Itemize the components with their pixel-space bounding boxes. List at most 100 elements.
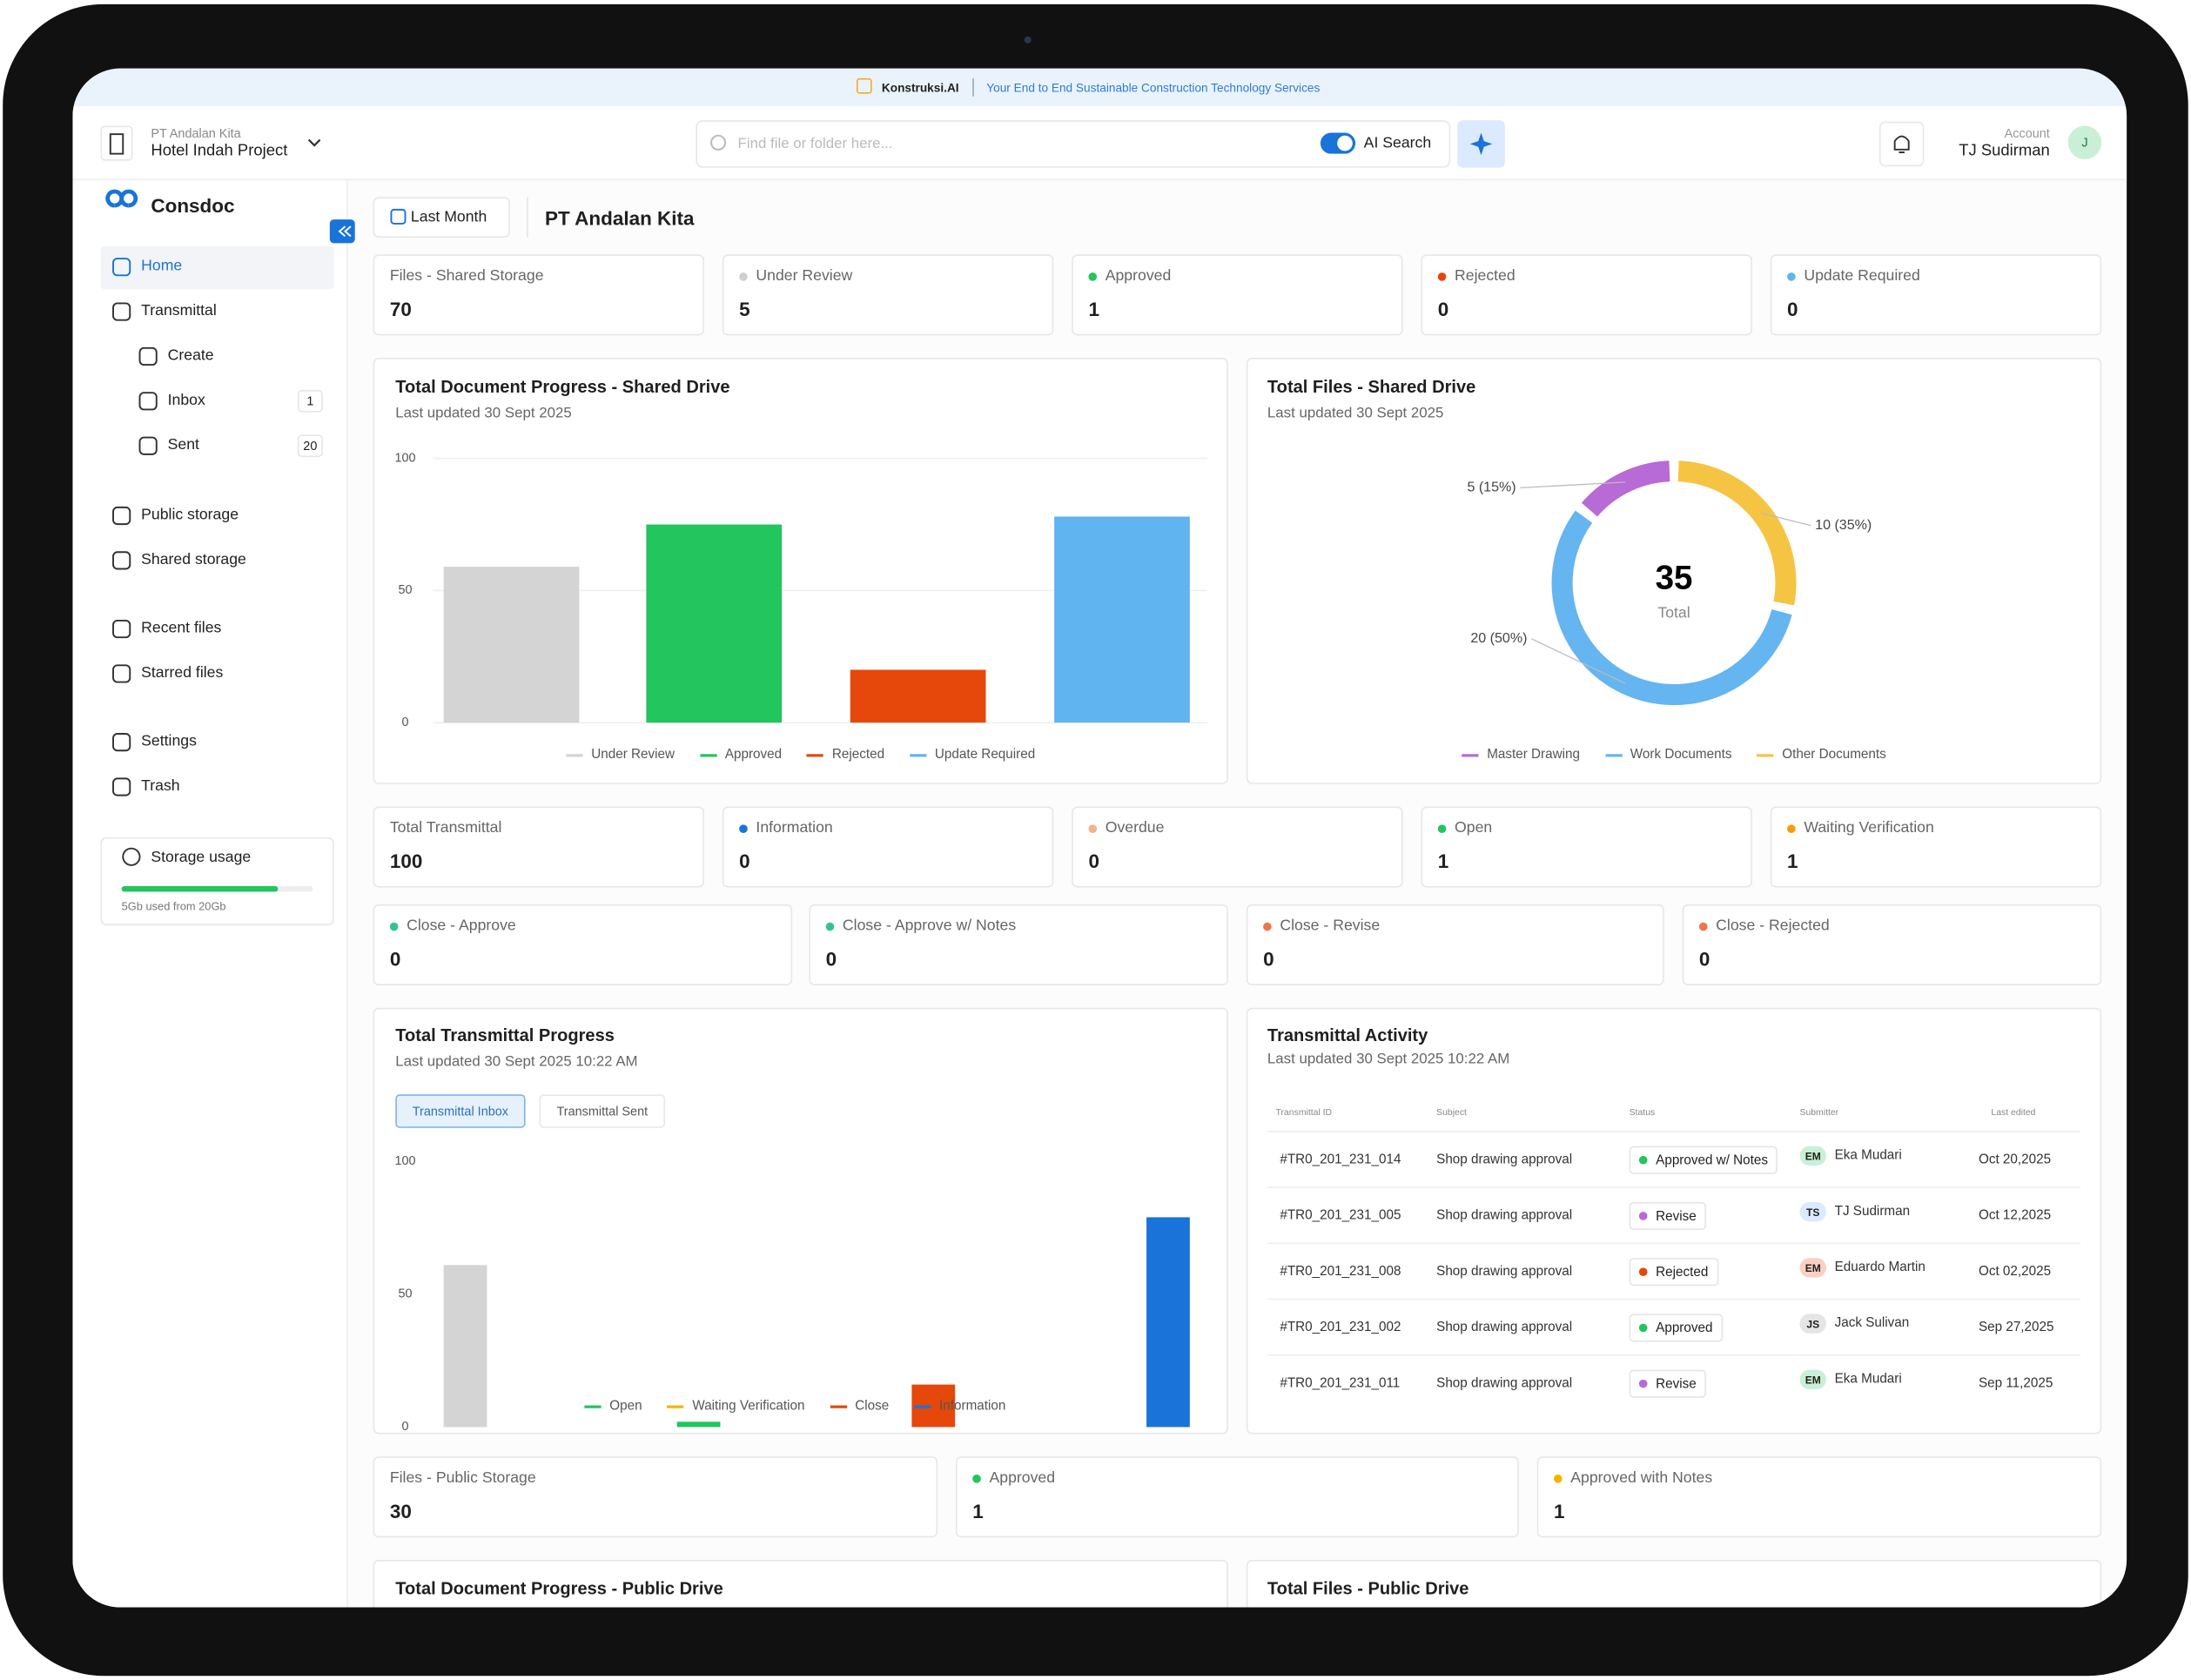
stat-label: Close - Revise <box>1280 917 1381 935</box>
nav-item[interactable]: Settings <box>141 733 197 750</box>
nav-item[interactable]: Starred files <box>141 664 224 682</box>
stat-value: 0 <box>1698 947 1710 971</box>
stat-card <box>1421 254 1752 336</box>
status-dot <box>1437 272 1447 281</box>
toolbar-divider <box>527 197 528 238</box>
tab-label[interactable]: Transmittal Sent <box>556 1104 649 1119</box>
legend-item: Other Documents <box>1757 747 1886 763</box>
stat-label: Rejected <box>1455 267 1516 285</box>
collapse-button[interactable] <box>329 219 355 244</box>
status-dot <box>1787 824 1796 833</box>
legend: Open Waiting Verification Close Information <box>584 1398 1005 1415</box>
stat-card <box>1682 904 2102 986</box>
status-dot <box>1553 1475 1563 1483</box>
stat-label: Close - Rejected <box>1716 917 1830 935</box>
stat-value: 1 <box>1088 298 1099 320</box>
nav-item[interactable]: Trash <box>141 777 180 795</box>
nav-item[interactable]: Create <box>167 347 214 365</box>
ai-search-label: AI Search <box>1363 134 1432 152</box>
last-edited: Oct 12,2025 <box>1978 1207 2052 1224</box>
bell-button[interactable] <box>1878 121 1925 167</box>
submitter: Eduardo Martin <box>1834 1260 1926 1275</box>
legend: Under Review Approved Rejected Update Requi… <box>566 747 1035 763</box>
stat-label: Information <box>756 819 833 837</box>
nav-item[interactable]: Public storage <box>141 507 239 524</box>
divider <box>972 77 974 97</box>
status-dot <box>1638 1323 1648 1333</box>
submitter: Jack Sulivan <box>1834 1315 1910 1332</box>
chart-panel <box>1246 1559 2102 1608</box>
legend-label: Master Drawing <box>1487 747 1580 763</box>
tab-label[interactable]: Transmittal Inbox <box>412 1104 509 1119</box>
transmittal-id[interactable]: #TR0_201_231_014 <box>1280 1152 1401 1168</box>
status-label: Approved <box>1656 1320 1713 1336</box>
legend-label: Other Documents <box>1782 747 1886 763</box>
status-label: Revise <box>1656 1375 1697 1392</box>
column-header: Last edited <box>1991 1107 2036 1119</box>
tab[interactable]: Transmittal Sent <box>539 1094 666 1128</box>
stat-label: Overdue <box>1105 819 1165 837</box>
subject: Shop drawing approval <box>1436 1152 1573 1168</box>
project-name[interactable]: Hotel Indah Project <box>151 143 288 160</box>
stat-card <box>373 1456 938 1538</box>
status-dot <box>1638 1155 1648 1165</box>
nav-item[interactable]: Transmittal <box>141 302 217 319</box>
stat-value: 0 <box>1263 947 1274 971</box>
stat-card <box>1072 806 1403 888</box>
legend: Master Drawing Work Documents Other Docume… <box>1462 747 1886 763</box>
nav-item[interactable]: Sent <box>167 436 199 454</box>
status-dot <box>1437 824 1447 833</box>
period-label: Last Month <box>410 209 487 226</box>
legend-label: Under Review <box>591 747 675 763</box>
legend-item: Rejected <box>807 747 884 763</box>
stat-value: 100 <box>389 850 423 872</box>
banner <box>72 68 2127 107</box>
app: Konstruksi.AI Your End to End Sustainable… <box>72 68 2127 1608</box>
legend-swatch <box>807 753 824 756</box>
stat-value: 1 <box>972 1499 984 1522</box>
transmittal-id[interactable]: #TR0_201_231_005 <box>1280 1207 1401 1224</box>
chart-panel <box>373 1559 1228 1608</box>
search-placeholder[interactable]: Find file or folder here... <box>737 135 893 152</box>
avatar[interactable]: J <box>2067 125 2102 160</box>
status-dot <box>1088 272 1098 281</box>
tab[interactable]: Transmittal Inbox <box>395 1094 526 1128</box>
chart-panel <box>373 1007 1228 1435</box>
nav-item[interactable]: Inbox <box>167 392 205 409</box>
stat-value: 0 <box>739 850 750 872</box>
ai-button[interactable] <box>1457 120 1505 168</box>
last-edited: Sep 27,2025 <box>1978 1320 2054 1335</box>
chart-title: Total Files - Shared Drive <box>1267 377 1476 397</box>
transmittal-id[interactable]: #TR0_201_231_002 <box>1280 1320 1401 1335</box>
camera <box>1024 36 1032 44</box>
chart-title: Total Transmittal Progress <box>395 1025 615 1045</box>
row-rule <box>1267 1186 2081 1188</box>
stat-label: Approved <box>989 1469 1056 1487</box>
stat-label: Close - Approve w/ Notes <box>842 917 1017 935</box>
stat-value: 1 <box>1553 1499 1565 1522</box>
nav-item[interactable]: Home <box>141 258 183 275</box>
status-dot <box>739 272 748 281</box>
nav-item[interactable]: Shared storage <box>141 551 246 568</box>
project-icon <box>100 125 133 161</box>
transmittal-id[interactable]: #TR0_201_231_008 <box>1280 1263 1401 1280</box>
chart-subtitle: Last updated 30 Sept 2025 <box>1267 405 1444 422</box>
stat-card <box>1770 806 2102 888</box>
status-dot <box>1088 824 1098 833</box>
status-pill: Revise <box>1629 1369 1707 1398</box>
account-name: TJ Sudirman <box>1959 143 2050 160</box>
legend-label: Open <box>609 1398 642 1415</box>
stat-value: 5 <box>739 298 750 320</box>
stat-label: Total Transmittal <box>389 819 502 837</box>
stat-card <box>1246 904 1664 986</box>
submitter: Eka Mudari <box>1834 1371 1902 1388</box>
nav-item[interactable]: Recent files <box>141 620 222 637</box>
transmittal-id[interactable]: #TR0_201_231_011 <box>1280 1375 1401 1392</box>
table-title: Transmittal Activity <box>1267 1025 1428 1045</box>
stat-label: Approved with Notes <box>1570 1469 1713 1487</box>
column-header: Submitter <box>1799 1107 1839 1119</box>
legend-label: Approved <box>724 747 783 763</box>
header-rule <box>1267 1131 2081 1132</box>
stat-label: Files - Public Storage <box>389 1469 536 1487</box>
